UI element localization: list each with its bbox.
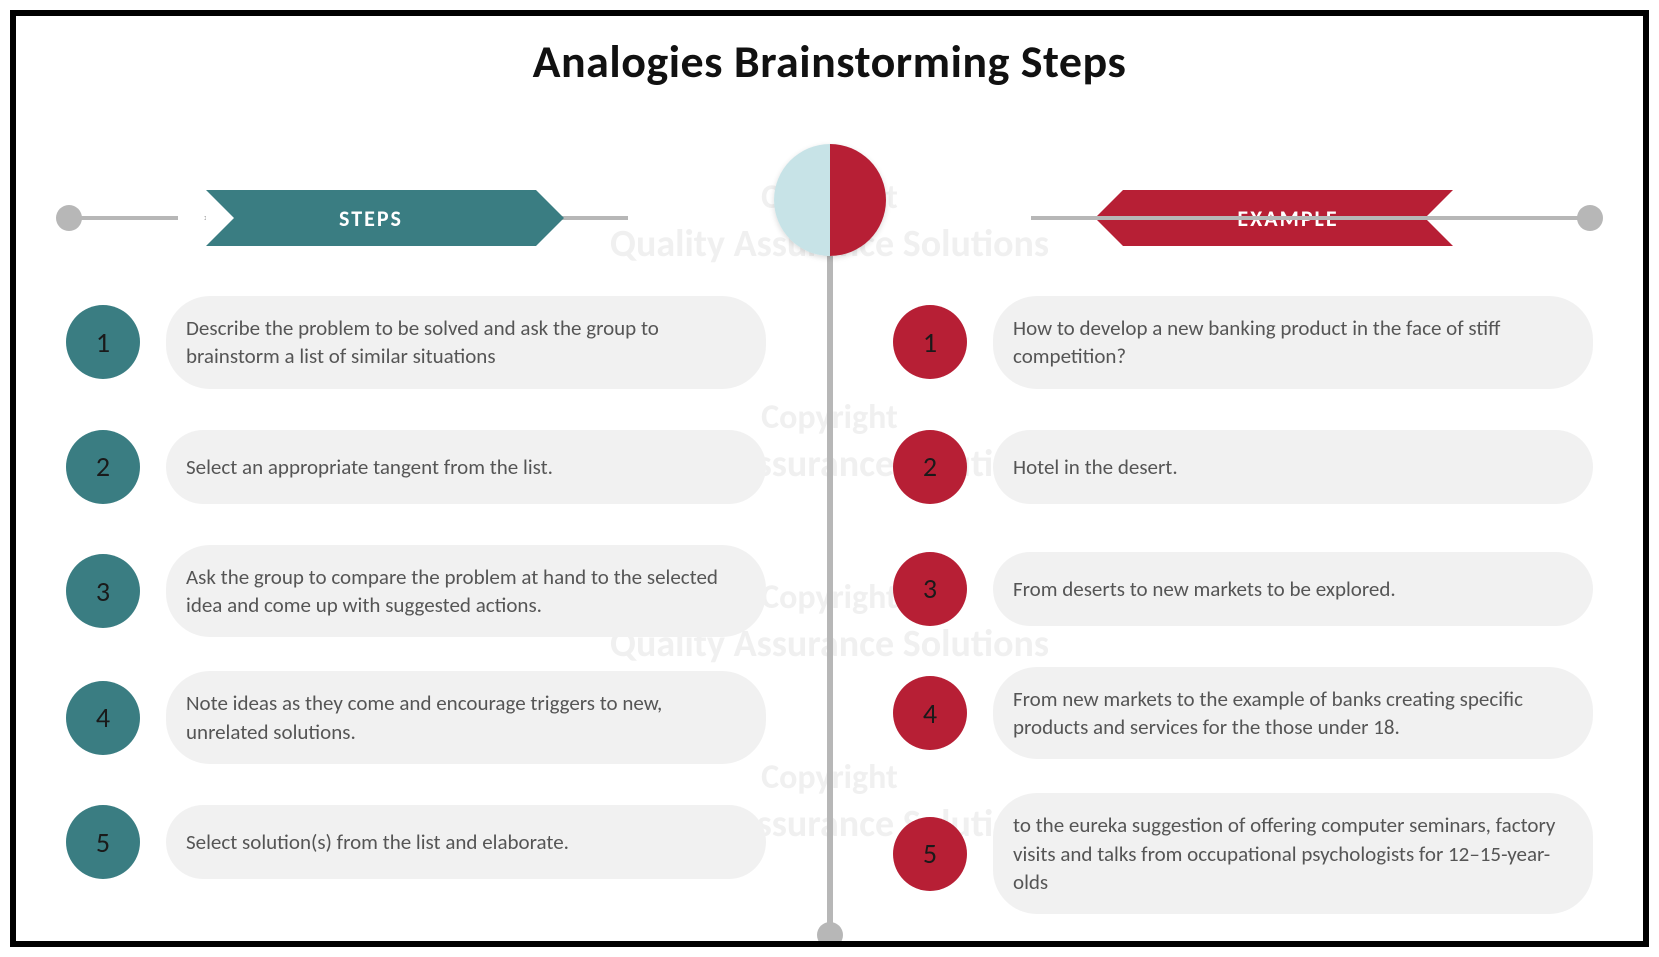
step-text-pill: Select an appropriate tangent from the l… xyxy=(166,430,766,504)
step-row: 1 Describe the problem to be solved and … xyxy=(66,296,766,389)
example-number-circle: 1 xyxy=(893,305,967,379)
slide-frame: Analogies Brainstorming Steps Copyright … xyxy=(10,10,1649,947)
center-line-end-dot xyxy=(817,922,843,947)
step-text-pill: Select solution(s) from the list and ela… xyxy=(166,805,766,879)
steps-column: 1 Describe the problem to be solved and … xyxy=(66,296,766,920)
center-vertical-line xyxy=(827,256,833,946)
example-text: to the eureka suggestion of offering com… xyxy=(1013,811,1563,896)
step-number-circle: 5 xyxy=(66,805,140,879)
step-row: 2 Select an appropriate tangent from the… xyxy=(66,423,766,511)
step-row: 5 Select solution(s) from the list and e… xyxy=(66,798,766,886)
steps-banner-label: STEPS xyxy=(339,205,403,232)
step-text: Select solution(s) from the list and ela… xyxy=(186,828,569,856)
example-row: 1 How to develop a new banking product i… xyxy=(893,296,1593,389)
example-column: 1 How to develop a new banking product i… xyxy=(893,296,1593,947)
step-text-pill: Note ideas as they come and encourage tr… xyxy=(166,671,766,764)
example-text: How to develop a new banking product in … xyxy=(1013,314,1563,371)
step-number-circle: 3 xyxy=(66,554,140,628)
example-number-circle: 4 xyxy=(893,676,967,750)
steps-banner: STEPS xyxy=(206,190,536,246)
line-end-dot-right xyxy=(1577,205,1603,231)
step-number-circle: 2 xyxy=(66,430,140,504)
step-number-circle: 1 xyxy=(66,305,140,379)
example-text-pill: From new markets to the example of banks… xyxy=(993,667,1593,760)
step-text-pill: Ask the group to compare the problem at … xyxy=(166,545,766,638)
center-circle-left-half xyxy=(774,144,830,256)
example-text: Hotel in the desert. xyxy=(1013,453,1178,481)
example-number-circle: 2 xyxy=(893,430,967,504)
step-text: Describe the problem to be solved and as… xyxy=(186,314,736,371)
chevron-notch-icon xyxy=(206,190,234,246)
step-text: Ask the group to compare the problem at … xyxy=(186,563,736,620)
example-text-pill: How to develop a new banking product in … xyxy=(993,296,1593,389)
example-row: 5 to the eureka suggestion of offering c… xyxy=(893,793,1593,914)
example-row: 4 From new markets to the example of ban… xyxy=(893,667,1593,760)
step-text-pill: Describe the problem to be solved and as… xyxy=(166,296,766,389)
example-number-circle: 5 xyxy=(893,817,967,891)
horizontal-line-right xyxy=(1031,216,1591,220)
example-number-circle: 3 xyxy=(893,552,967,626)
step-number-circle: 4 xyxy=(66,681,140,755)
step-text: Select an appropriate tangent from the l… xyxy=(186,453,553,481)
center-split-circle-icon xyxy=(774,144,886,256)
example-text-pill: From deserts to new markets to be explor… xyxy=(993,552,1593,626)
example-text: From new markets to the example of banks… xyxy=(1013,685,1563,742)
step-row: 3 Ask the group to compare the problem a… xyxy=(66,545,766,638)
center-circle-right-half xyxy=(830,144,886,256)
step-row: 4 Note ideas as they come and encourage … xyxy=(66,671,766,764)
example-text-pill: Hotel in the desert. xyxy=(993,430,1593,504)
step-text: Note ideas as they come and encourage tr… xyxy=(186,689,736,746)
page-title: Analogies Brainstorming Steps xyxy=(16,34,1643,90)
example-text: From deserts to new markets to be explor… xyxy=(1013,575,1396,603)
example-row: 2 Hotel in the desert. xyxy=(893,423,1593,511)
example-row: 3 From deserts to new markets to be expl… xyxy=(893,545,1593,633)
example-text-pill: to the eureka suggestion of offering com… xyxy=(993,793,1593,914)
